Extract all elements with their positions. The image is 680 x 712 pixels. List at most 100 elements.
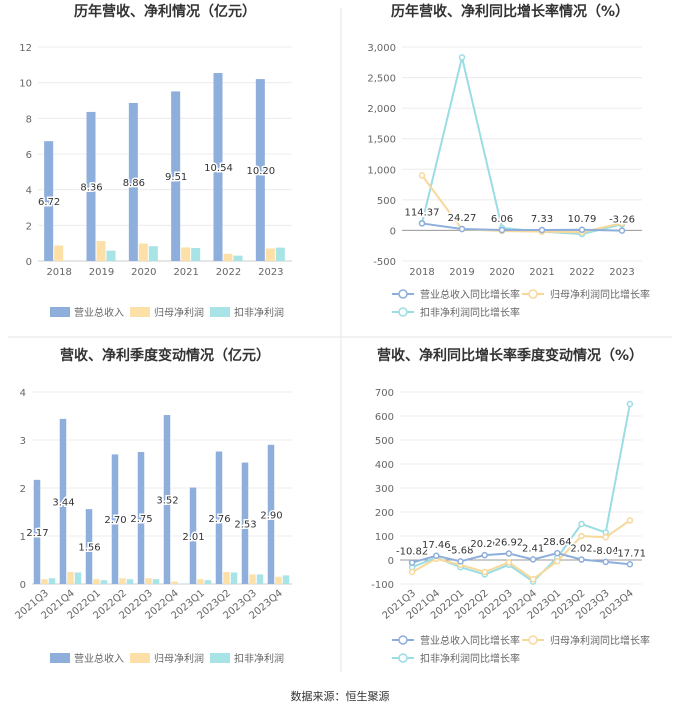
bar-revenue xyxy=(33,479,41,584)
x-tick-label: 2020 xyxy=(131,267,156,278)
y-tick-label: 3 xyxy=(20,436,26,447)
bar-profit xyxy=(171,581,178,584)
bar-deducted-profit xyxy=(126,579,134,584)
legend-marker xyxy=(398,653,408,663)
bar-profit xyxy=(249,574,256,584)
legend-label: 营业总收入同比增长率 xyxy=(420,634,520,647)
x-tick-label: 2023 xyxy=(258,267,283,278)
bar-profit xyxy=(145,578,152,584)
data-point xyxy=(529,575,537,583)
data-point xyxy=(418,172,426,179)
bar-deducted-profit xyxy=(191,247,201,261)
legend-label: 扣非净利润 xyxy=(234,306,284,319)
bar-revenue xyxy=(189,487,197,584)
chart-title: 历年营收、净利情况（亿元） xyxy=(74,3,256,20)
data-point xyxy=(554,549,561,557)
data-point xyxy=(418,220,426,227)
bar-deducted-profit xyxy=(282,575,290,584)
data-point xyxy=(578,520,585,528)
data-label: 2.70 xyxy=(104,515,126,526)
data-point xyxy=(481,568,488,576)
data-label: 10.20 xyxy=(247,166,276,177)
data-label: 1.56 xyxy=(78,543,100,554)
legend-swatch xyxy=(50,307,70,317)
x-tick-label: 2018 xyxy=(409,267,434,278)
chart-title: 营收、净利季度变动情况（亿元） xyxy=(60,347,270,364)
data-point xyxy=(458,225,466,233)
bar-deducted-profit xyxy=(230,572,238,584)
bar-revenue xyxy=(163,415,171,584)
data-source-note: 数据来源：恒生聚源 xyxy=(290,690,390,703)
data-label: -8.04 xyxy=(593,546,619,557)
data-label: 10.54 xyxy=(204,163,233,174)
data-label: 17.46 xyxy=(422,540,451,551)
data-point xyxy=(529,556,537,563)
y-tick-label: 6 xyxy=(26,150,32,161)
data-label: 2.17 xyxy=(26,528,48,539)
chart-title: 历年营收、净利同比增长率情况（%） xyxy=(391,3,629,20)
data-point xyxy=(458,54,466,61)
data-point xyxy=(578,226,586,234)
legend-label: 归母净利润同比增长率 xyxy=(550,634,650,647)
legend-marker xyxy=(398,635,408,645)
y-tick-label: 2,500 xyxy=(367,74,396,85)
legend-label: 营业总收入 xyxy=(74,652,124,665)
bar-deducted-profit xyxy=(148,246,158,261)
y-tick-label: 500 xyxy=(375,436,394,447)
bar-deducted-profit xyxy=(106,250,116,261)
y-tick-label: 400 xyxy=(375,460,394,471)
bar-deducted-profit xyxy=(275,247,285,261)
bar-profit xyxy=(119,578,126,584)
data-label: 3.44 xyxy=(52,497,74,508)
data-label: 114.37 xyxy=(405,207,440,218)
data-label: 2.41 xyxy=(522,543,544,554)
data-point xyxy=(626,561,634,568)
bar-profit xyxy=(54,245,64,261)
x-tick-label: 2019 xyxy=(449,267,474,278)
legend-marker xyxy=(398,307,408,317)
y-tick-label: 12 xyxy=(19,43,32,54)
legend-label: 扣非净利润 xyxy=(234,652,284,665)
y-tick-label: 0 xyxy=(26,257,32,268)
bar-profit xyxy=(93,579,100,584)
bar-profit xyxy=(223,253,233,261)
data-point xyxy=(538,226,546,234)
bar-revenue xyxy=(85,509,93,584)
data-point xyxy=(578,532,585,540)
data-point xyxy=(457,558,464,565)
y-tick-label: 2 xyxy=(20,484,26,495)
y-tick-label: 0 xyxy=(20,580,26,591)
legend-label: 扣非净利润同比增长率 xyxy=(420,306,520,319)
x-tick-label: 2022 xyxy=(569,267,594,278)
data-point xyxy=(602,533,609,541)
data-label: 2.02 xyxy=(570,544,592,555)
data-label: 3.52 xyxy=(156,496,178,507)
bar-deducted-profit xyxy=(256,574,264,584)
y-tick-label: 300 xyxy=(375,484,394,495)
legend-swatch xyxy=(50,653,70,663)
data-label: 28.64 xyxy=(543,537,572,548)
data-label: 2.75 xyxy=(130,514,152,525)
bar-revenue xyxy=(59,418,67,584)
bar-deducted-profit xyxy=(48,578,56,584)
legend-label: 归母净利润 xyxy=(154,652,204,665)
y-tick-label: 200 xyxy=(375,508,394,519)
data-label: -10.82 xyxy=(396,547,428,558)
legend-swatch xyxy=(210,307,230,317)
y-tick-label: -100 xyxy=(371,580,394,591)
bar-profit xyxy=(265,248,275,261)
legend-swatch xyxy=(210,653,230,663)
chart-title: 营收、净利同比增长率季度变动情况（%） xyxy=(377,347,643,364)
y-tick-label: 1 xyxy=(20,532,26,543)
data-point xyxy=(618,227,626,234)
bar-revenue xyxy=(213,73,223,261)
bar-revenue xyxy=(128,102,138,261)
legend-label: 归母净利润 xyxy=(154,306,204,319)
data-point xyxy=(626,517,634,524)
y-tick-label: 2,000 xyxy=(367,104,396,115)
bar-revenue xyxy=(171,91,181,261)
bar-deducted-profit xyxy=(74,572,82,584)
y-tick-label: 1,500 xyxy=(367,135,396,146)
data-label: -17.71 xyxy=(614,548,646,559)
bar-revenue xyxy=(86,111,96,261)
